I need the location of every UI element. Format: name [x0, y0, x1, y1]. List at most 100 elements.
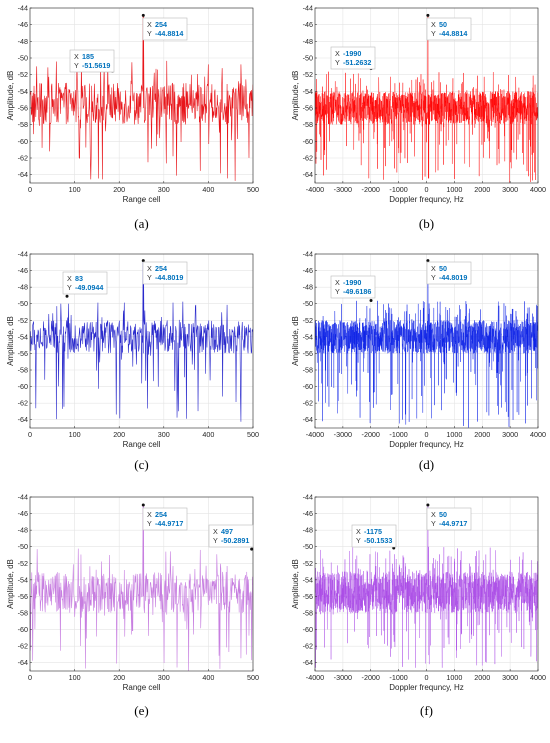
- panel-2-datatip-ykey-0: Y: [335, 58, 340, 67]
- panel-1-datatip-xkey-0: X: [74, 52, 79, 61]
- panel-2-ytick-label-1: -62: [303, 154, 313, 163]
- panel-4-datatip-yval-0: -49.6186: [343, 287, 371, 296]
- panel-5-xlabel: Range cell: [123, 683, 161, 692]
- panel-4-ytick-label-2: -60: [303, 382, 313, 391]
- panel-2-datatip-box-0: [330, 46, 376, 70]
- panel-4-datatip-marker-0: [369, 299, 373, 303]
- panel-6-datatip-xval-0: -1175: [364, 527, 382, 536]
- panel-1-caption: (a): [134, 216, 148, 231]
- panel-3-datatip-box-0: [62, 271, 108, 295]
- panel-4-ytick-label-9: -46: [303, 266, 313, 275]
- panel-2-xtick-label-5: 1000: [446, 185, 462, 194]
- panel-4-ytick-label-1: -62: [303, 399, 313, 408]
- panel-1-ytick-label-9: -46: [18, 20, 28, 29]
- panel-3-ytick-label-0: -64: [18, 415, 28, 424]
- panel-5-datatip-yval-1: -50.2891: [221, 536, 249, 545]
- panel-6-datatip-ykey-1: Y: [431, 519, 436, 528]
- panel-5-datatip-ykey-1: Y: [213, 536, 218, 545]
- panel-1-xtick-label-0: 0: [28, 185, 32, 194]
- panel-1: 0 100 200 300 400 500 -64 -62 -60 -58 -56 -54 -52 -50…: [6, 4, 259, 232]
- panel-5-ytick-label-9: -46: [18, 509, 28, 518]
- panel-4-ytick-label-6: -52: [303, 316, 313, 325]
- panel-6-datatip-yval-0: -50.1533: [364, 536, 392, 545]
- panel-1-ytick-label-0: -64: [18, 170, 28, 179]
- panel-6-xtick-label-4: 0: [425, 673, 429, 682]
- panel-3-datatip-yval-1: -44.8019: [155, 273, 183, 282]
- panel-5-axes-box: [29, 496, 254, 672]
- panel-1-ytick-label-3: -58: [18, 120, 28, 129]
- panel-1-datatip-marker-1: [141, 13, 145, 17]
- panel-2-xtick-label-1: -3000: [334, 185, 352, 194]
- panel-1-ytick-label-10: -44: [18, 4, 28, 13]
- panel-4-datatip-xval-1: 50: [439, 264, 447, 273]
- panel-5-caption: (e): [134, 703, 148, 718]
- panel-3-datatip-ykey-1: Y: [147, 273, 152, 282]
- panel-4-datatip-xkey-0: X: [335, 278, 340, 287]
- panel-5-datatip-xkey-1: X: [213, 527, 218, 536]
- panel-5-ytick-label-2: -60: [18, 625, 28, 634]
- panel-5-xtick-label-4: 400: [202, 673, 214, 682]
- panel-6-xtick-label-6: 2000: [474, 673, 490, 682]
- panel-1-xlabel: Range cell: [123, 195, 161, 204]
- panel-4-xtick-label-0: -4000: [306, 430, 324, 439]
- panel-6-ytick-label-7: -50: [303, 542, 313, 551]
- panel-6-datatip-box-1: [426, 507, 472, 531]
- panel-2-ytick-label-0: -64: [303, 170, 313, 179]
- panel-6-xtick-label-3: -1000: [389, 673, 407, 682]
- panel-2-ytick-label-9: -46: [303, 20, 313, 29]
- panel-6-ytick-label-9: -46: [303, 509, 313, 518]
- panel-5-ytick-label-3: -58: [18, 609, 28, 618]
- panel-4-ytick-label-4: -56: [303, 349, 313, 358]
- panel-4-ytick-label-5: -54: [303, 332, 313, 341]
- panel-5-datatip-xval-1: 497: [221, 527, 233, 536]
- panel-4: -4000 -3000 -2000 -1000 0 1000 2000 3000 4000 -64…: [291, 250, 546, 473]
- panel-2-xtick-label-4: 0: [425, 185, 429, 194]
- panel-3-ytick-label-7: -50: [18, 299, 28, 308]
- panel-4-caption: (d): [419, 457, 434, 472]
- panel-1-datatip-xval-1: 254: [155, 20, 167, 29]
- panel-4-ytick-label-0: -64: [303, 415, 313, 424]
- panel-1-xtick-label-3: 300: [158, 185, 170, 194]
- panel-4-xtick-label-6: 2000: [474, 430, 490, 439]
- panel-6: -4000 -3000 -2000 -1000 0 1000 2000 3000 4000 -64…: [291, 493, 546, 719]
- panel-2: -4000 -3000 -2000 -1000 0 1000 2000 3000 4000 -64…: [291, 4, 546, 232]
- panel-3-ytick-label-3: -58: [18, 366, 28, 375]
- panel-6-xtick-label-5: 1000: [446, 673, 462, 682]
- panel-1-ytick-label-4: -56: [18, 104, 28, 113]
- panel-1-datatip-yval-0: -51.5619: [82, 61, 110, 70]
- panel-2-ylabel: Amplitude, dB: [291, 71, 300, 121]
- panel-3-datatip-xkey-0: X: [67, 274, 72, 283]
- panel-3-datatip-xkey-1: X: [147, 264, 152, 273]
- panel-5-datatip-box-1: [208, 524, 254, 548]
- panel-6-caption: (f): [420, 703, 433, 718]
- panel-1-axes-box: [29, 7, 254, 184]
- panel-1-ytick-label-1: -62: [18, 154, 28, 163]
- panel-6-ytick-label-1: -62: [303, 642, 313, 651]
- panel-3-datatip-ykey-0: Y: [67, 283, 72, 292]
- panel-1-xtick-label-5: 500: [247, 185, 259, 194]
- panel-2-datatip-yval-1: -44.8814: [439, 29, 467, 38]
- panel-3-caption: (c): [134, 457, 148, 472]
- panel-4-ytick-label-10: -44: [303, 250, 313, 259]
- panel-6-xtick-label-2: -2000: [362, 673, 380, 682]
- panel-6-ytick-label-4: -56: [303, 592, 313, 601]
- panel-3-datatip-marker-1: [141, 259, 145, 263]
- panel-4-xtick-label-7: 3000: [502, 430, 518, 439]
- panel-3-datatip-xval-1: 254: [155, 264, 167, 273]
- panel-1-datatip-box-1: [142, 17, 188, 41]
- panel-3-xtick-label-0: 0: [28, 430, 32, 439]
- panel-2-ytick-label-2: -60: [303, 137, 313, 146]
- panel-3-xtick-label-5: 500: [247, 430, 259, 439]
- panel-2-datatip-xkey-0: X: [335, 49, 340, 58]
- panel-5-ytick-label-10: -44: [18, 493, 28, 502]
- panel-1-datatip-yval-1: -44.8814: [155, 29, 183, 38]
- panel-3-datatip-xval-0: 83: [75, 274, 83, 283]
- panel-4-datatip-xval-0: -1990: [343, 278, 361, 287]
- panel-5-datatip-xkey-0: X: [147, 510, 152, 519]
- panel-4-ytick-label-7: -50: [303, 299, 313, 308]
- panel-5-datatip-xval-0: 254: [155, 510, 167, 519]
- panel-4-xtick-label-4: 0: [425, 430, 429, 439]
- panel-2-xtick-label-0: -4000: [306, 185, 324, 194]
